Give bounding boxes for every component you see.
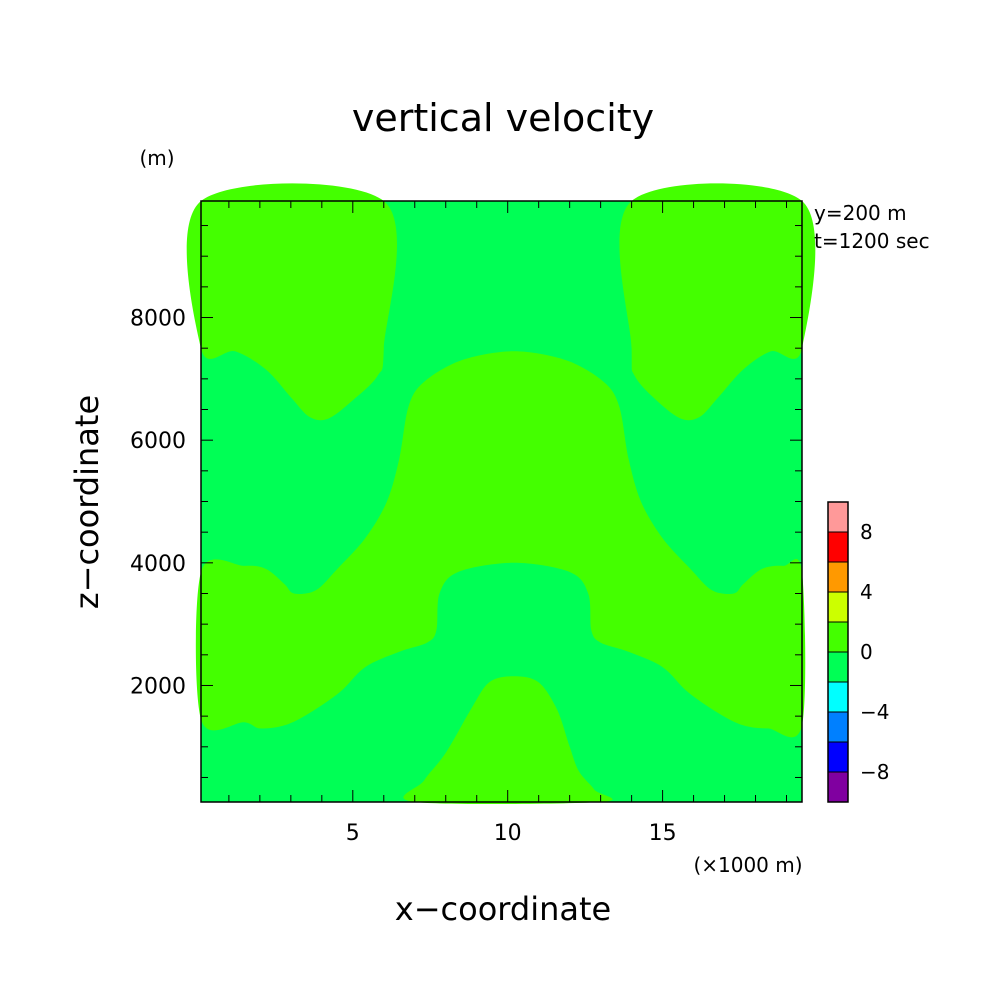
colorbar-tick-label: 4 <box>860 580 873 604</box>
y-tick-label: 4000 <box>130 552 186 577</box>
colorbar-swatch <box>827 651 849 683</box>
colorbar-tick-label: 8 <box>860 520 873 544</box>
x-tick-label: 5 <box>346 821 360 846</box>
contour-region-2 <box>619 183 816 421</box>
x-tick-label: 15 <box>649 821 677 846</box>
x-tick-labels: 5 10 15 <box>346 821 677 846</box>
colorbar-swatch <box>827 501 849 533</box>
chart-title: vertical velocity <box>352 96 654 140</box>
x-tick-label: 10 <box>494 821 522 846</box>
colorbar-swatch <box>827 681 849 713</box>
colorbar-swatch <box>827 771 849 803</box>
contour-region-1 <box>186 183 398 421</box>
y-tick-label: 2000 <box>130 674 186 699</box>
x-unit-label: (×1000 m) <box>693 853 802 877</box>
colorbar-tick-labels: −8 −4 0 4 8 <box>860 520 889 784</box>
y-tick-label: 6000 <box>130 429 186 454</box>
y-tick-labels: 2000 4000 6000 8000 <box>130 307 186 700</box>
colorbar-swatch <box>827 711 849 743</box>
colorbar-swatch <box>827 621 849 653</box>
contour-regions <box>186 183 816 805</box>
contour-region-3 <box>195 351 806 738</box>
colorbar-swatch <box>827 741 849 773</box>
colorbar-tick-label: 0 <box>860 640 873 664</box>
y-axis-label: z−coordinate <box>68 395 106 609</box>
contour-region-4 <box>403 676 613 805</box>
colorbar-tick-label: −4 <box>860 700 889 724</box>
x-axis-label: x−coordinate <box>395 890 611 928</box>
colorbar <box>827 501 849 803</box>
colorbar-frame <box>827 501 849 803</box>
colorbar-swatch <box>827 531 849 563</box>
colorbar-swatch <box>827 561 849 593</box>
axis-ticks <box>201 201 802 802</box>
colorbar-tick-label: −8 <box>860 760 889 784</box>
y-unit-label: (m) <box>139 146 174 170</box>
y-tick-label: 8000 <box>130 307 186 332</box>
colorbar-swatch <box>827 591 849 623</box>
info-time: t=1200 sec <box>814 229 930 253</box>
info-y-position: y=200 m <box>814 201 907 225</box>
plot-area <box>186 183 816 805</box>
